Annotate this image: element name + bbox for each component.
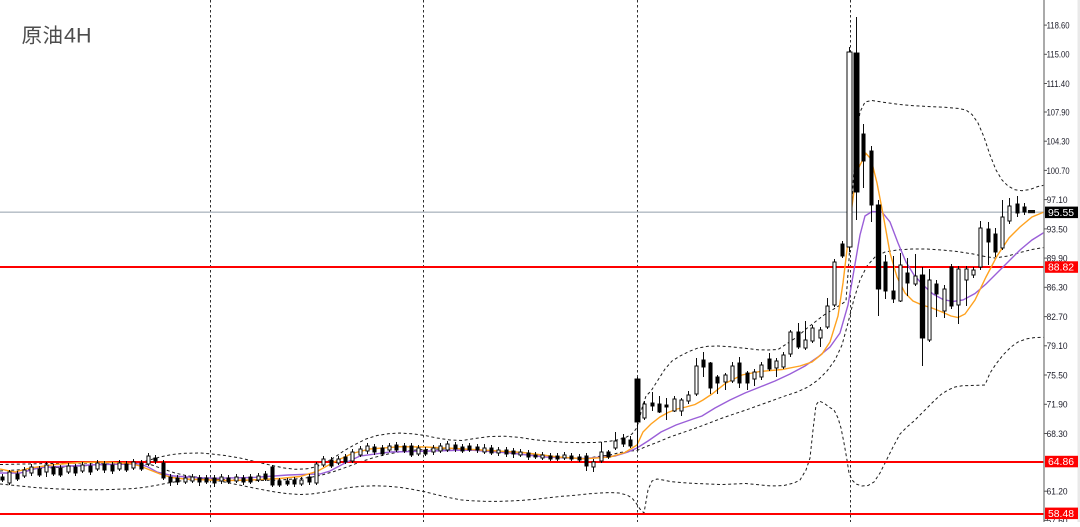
svg-text:82.70: 82.70 (1047, 312, 1068, 323)
svg-text:95.55: 95.55 (1048, 208, 1074, 219)
svg-text:75.50: 75.50 (1047, 370, 1068, 381)
svg-text:88.82: 88.82 (1048, 263, 1074, 274)
svg-text:58.48: 58.48 (1048, 509, 1074, 520)
svg-text:107.90: 107.90 (1047, 107, 1070, 118)
svg-text:118.60: 118.60 (1047, 21, 1070, 32)
svg-text:93.50: 93.50 (1047, 224, 1068, 235)
svg-text:4H: 4H (64, 24, 91, 48)
svg-text:115.00: 115.00 (1047, 50, 1070, 61)
svg-text:111.40: 111.40 (1047, 79, 1070, 90)
svg-text:97.10: 97.10 (1047, 195, 1068, 206)
svg-text:79.10: 79.10 (1047, 341, 1068, 352)
svg-text:86.30: 86.30 (1047, 283, 1068, 294)
svg-text:100.70: 100.70 (1047, 166, 1070, 177)
svg-text:68.30: 68.30 (1047, 429, 1068, 440)
svg-text:61.20: 61.20 (1047, 487, 1068, 498)
svg-text:71.90: 71.90 (1047, 400, 1068, 411)
svg-text:104.30: 104.30 (1047, 137, 1070, 148)
svg-text:64.86: 64.86 (1048, 457, 1074, 468)
